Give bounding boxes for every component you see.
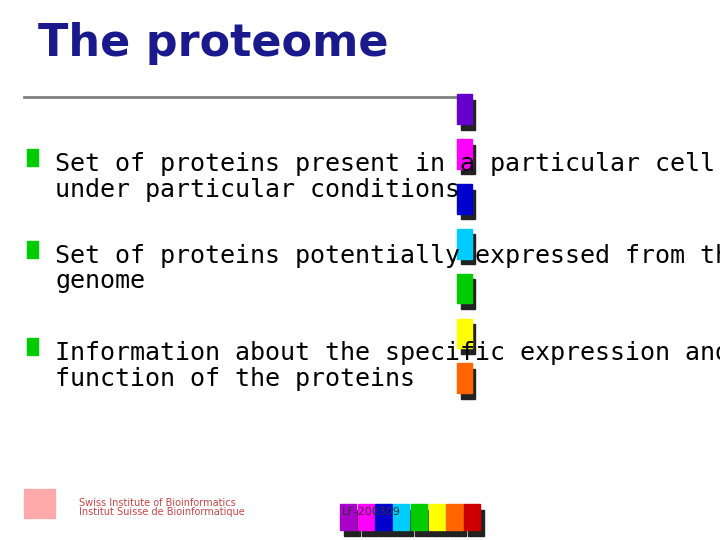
Bar	[27, 149, 38, 166]
Bar	[457, 229, 472, 259]
Bar	[461, 279, 475, 309]
Text: under particular conditions: under particular conditions	[55, 178, 460, 201]
Bar	[450, 510, 467, 536]
Bar	[379, 510, 395, 536]
Bar	[457, 94, 472, 124]
Bar	[397, 510, 413, 536]
Text: Information about the specific expression and: Information about the specific expressio…	[55, 341, 720, 365]
Bar	[415, 510, 431, 536]
Bar	[457, 274, 472, 303]
Bar	[464, 504, 480, 530]
Bar	[461, 324, 475, 354]
Bar	[457, 184, 472, 214]
Bar	[446, 504, 462, 530]
Bar	[457, 139, 472, 169]
Bar	[433, 510, 449, 536]
Bar	[461, 145, 475, 174]
Text: Set of proteins potentially expressed from the: Set of proteins potentially expressed fr…	[55, 244, 720, 268]
Bar	[358, 504, 374, 530]
Text: function of the proteins: function of the proteins	[55, 367, 415, 390]
Bar	[461, 369, 475, 399]
Bar	[461, 234, 475, 264]
Bar	[457, 363, 472, 393]
Bar	[27, 338, 38, 355]
Bar	[361, 510, 378, 536]
Text: genome: genome	[55, 269, 145, 293]
Bar	[343, 510, 360, 536]
Bar	[428, 504, 445, 530]
Bar	[468, 510, 484, 536]
Bar	[340, 504, 356, 530]
Bar	[461, 190, 475, 219]
Bar	[375, 504, 392, 530]
Text: Swiss Institute of Bioinformatics: Swiss Institute of Bioinformatics	[79, 497, 235, 508]
Bar	[411, 504, 427, 530]
Bar	[457, 319, 472, 348]
Bar	[461, 100, 475, 130]
Bar	[393, 504, 410, 530]
Text: Institut Suisse de Bioinformatique: Institut Suisse de Bioinformatique	[79, 507, 245, 517]
Text: Set of proteins present in a particular cell type: Set of proteins present in a particular …	[55, 152, 720, 176]
Bar	[24, 489, 55, 518]
Text: LF-200309: LF-200309	[343, 507, 401, 517]
Text: The proteome: The proteome	[38, 22, 389, 65]
Bar	[27, 241, 38, 258]
